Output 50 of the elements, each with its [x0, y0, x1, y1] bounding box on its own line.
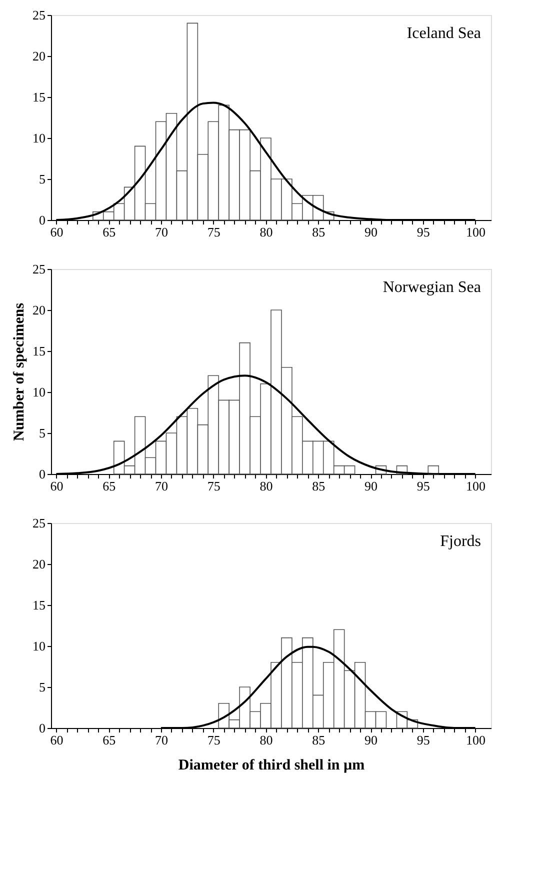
- x-tick-label: 60: [50, 732, 64, 748]
- x-tick-label: 100: [466, 478, 486, 494]
- x-tick-label: 80: [260, 224, 273, 240]
- y-tick-label: 5: [39, 426, 46, 440]
- x-tick-label: 60: [50, 224, 64, 240]
- y-tick-label: 25: [32, 262, 46, 276]
- y-tick-label: 15: [32, 598, 46, 612]
- x-tick-label: 65: [102, 732, 116, 748]
- x-tick-label: 75: [207, 732, 220, 748]
- x-tick-label: 95: [416, 224, 430, 240]
- x-tick-label: 100: [466, 732, 486, 748]
- x-tick-label: 65: [102, 224, 116, 240]
- x-tick-label: 75: [207, 478, 220, 494]
- y-tick-label: 20: [32, 302, 46, 318]
- x-tick-label: 70: [155, 732, 168, 748]
- annotation: Iceland Sea: [406, 25, 481, 42]
- y-tick-label: 0: [39, 212, 46, 228]
- annotation: Fjords: [440, 533, 481, 550]
- x-axis-title: Diameter of third shell in µm: [178, 758, 366, 774]
- x-tick-label: 70: [155, 224, 168, 240]
- x-tick-label: 90: [364, 224, 378, 240]
- x-tick-label: 85: [312, 478, 326, 494]
- x-tick-label: 100: [466, 224, 486, 240]
- y-tick-label: 25: [32, 516, 46, 530]
- y-tick-label: 0: [39, 720, 46, 736]
- x-tick-label: 75: [207, 224, 220, 240]
- x-tick-label: 85: [312, 224, 326, 240]
- y-tick-label: 20: [32, 48, 46, 64]
- y-tick-label: 20: [32, 556, 46, 572]
- y-tick-label: 10: [32, 130, 46, 146]
- y-tick-label: 10: [32, 638, 46, 654]
- y-tick-label: 15: [32, 90, 46, 104]
- y-tick-label: 0: [39, 466, 46, 482]
- x-tick-label: 70: [155, 478, 168, 494]
- x-tick-label: 95: [416, 732, 430, 748]
- x-tick-label: 85: [312, 732, 326, 748]
- x-tick-label: 95: [416, 478, 430, 494]
- y-tick-label: 15: [32, 344, 46, 358]
- y-tick-label: 5: [39, 680, 46, 694]
- y-tick-label: 5: [39, 172, 46, 186]
- x-tick-label: 90: [364, 732, 378, 748]
- y-tick-label: 25: [32, 8, 46, 22]
- x-tick-label: 80: [260, 732, 273, 748]
- y-tick-label: 10: [32, 384, 46, 400]
- x-tick-label: 90: [364, 478, 378, 494]
- annotation: Norwegian Sea: [382, 279, 481, 296]
- x-tick-label: 60: [50, 478, 64, 494]
- y-axis-title: Number of specimens: [12, 302, 28, 442]
- x-tick-label: 65: [102, 478, 116, 494]
- x-tick-label: 80: [260, 478, 273, 494]
